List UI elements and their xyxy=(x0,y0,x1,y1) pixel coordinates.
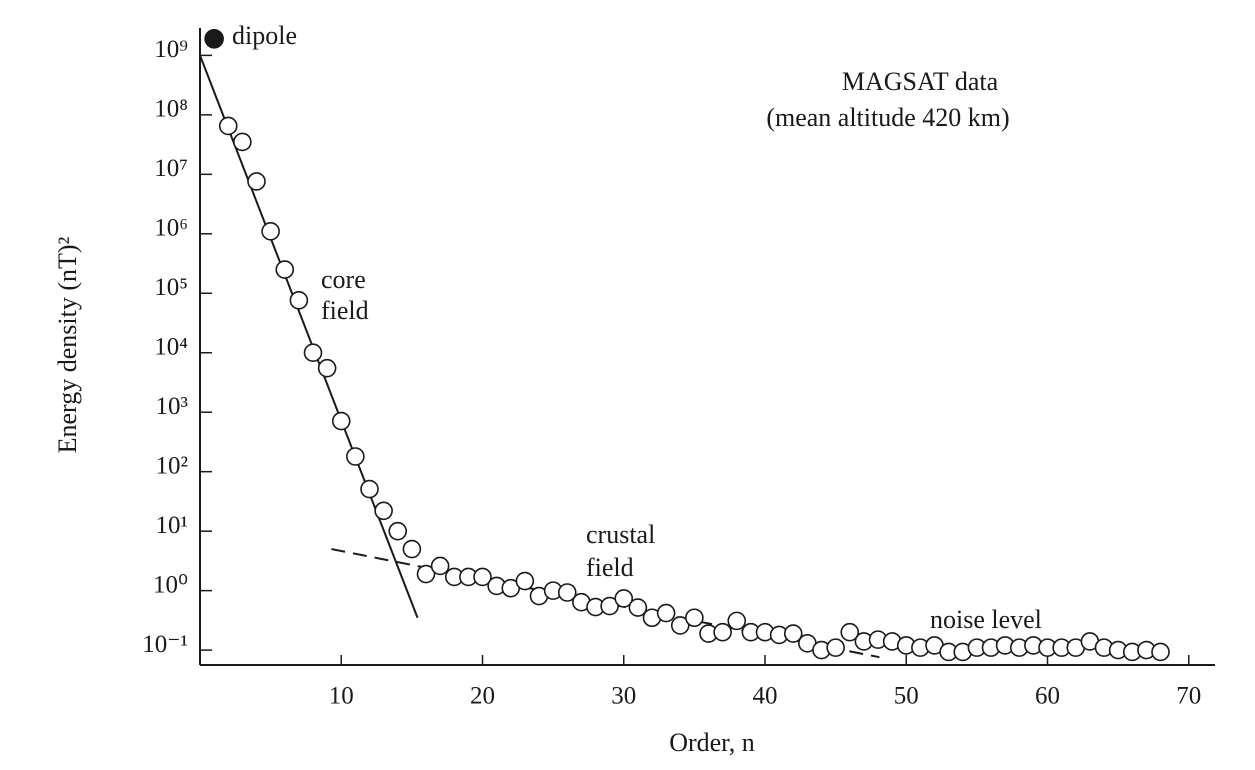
data-point xyxy=(430,556,450,576)
data-point xyxy=(727,611,747,631)
y-axis-label: Energy density (nT)² xyxy=(53,236,82,453)
data-point xyxy=(388,521,408,541)
annotation: field xyxy=(321,296,369,325)
data-point xyxy=(317,358,337,378)
fit-line xyxy=(199,55,419,619)
data-point xyxy=(670,616,690,635)
y-tick-label: 10² xyxy=(156,452,189,479)
data-point xyxy=(826,638,845,657)
x-tick-label: 40 xyxy=(753,683,778,710)
y-tick-label: 10⁷ xyxy=(154,155,188,182)
data-point xyxy=(218,116,238,136)
data-point xyxy=(374,501,393,521)
data-point xyxy=(1151,642,1170,662)
data-point xyxy=(515,571,535,591)
data-point xyxy=(600,596,619,616)
x-tick-label: 20 xyxy=(470,683,495,710)
annotation: (mean altitude 420 km) xyxy=(766,103,1009,132)
data-point xyxy=(416,564,436,584)
data-point xyxy=(275,260,295,279)
annotation: MAGSAT data xyxy=(842,67,999,96)
y-tick-label: 10³ xyxy=(156,393,189,420)
annotation: dipole xyxy=(232,21,297,50)
x-axis-label: Order, n xyxy=(669,728,755,757)
x-tick-label: 50 xyxy=(894,683,919,710)
data-point xyxy=(261,222,280,241)
y-tick-label: 10⁹ xyxy=(154,36,188,63)
data-point xyxy=(360,479,379,499)
data-point xyxy=(557,583,577,602)
data-point xyxy=(656,603,676,623)
y-tick-label: 10⁻¹ xyxy=(142,631,188,658)
x-tick-label: 10 xyxy=(329,683,354,710)
y-tick-label: 10¹ xyxy=(156,512,189,539)
x-tick-label: 30 xyxy=(611,683,636,710)
data-point xyxy=(473,567,492,587)
data-point xyxy=(289,291,309,310)
annotation: noise level xyxy=(930,605,1042,634)
annotation: core xyxy=(321,265,366,294)
data-point xyxy=(402,539,422,559)
y-tick-label: 10⁰ xyxy=(153,571,188,598)
data-point xyxy=(628,598,648,617)
y-tick-label: 10⁴ xyxy=(154,333,188,360)
y-tick-label: 10⁶ xyxy=(154,215,188,242)
data-point xyxy=(346,447,365,466)
y-tick-label: 10⁸ xyxy=(154,96,188,123)
data-point xyxy=(303,343,323,363)
annotation: field xyxy=(586,553,634,582)
data-point xyxy=(685,608,704,628)
data-point xyxy=(331,411,351,431)
y-tick-label: 10⁵ xyxy=(154,274,188,301)
x-tick-label: 70 xyxy=(1176,683,1201,710)
data-point xyxy=(713,622,732,642)
data-point xyxy=(233,132,252,152)
data-point xyxy=(204,28,224,49)
data-point xyxy=(783,624,803,643)
data-point xyxy=(247,172,266,191)
annotation: crustal xyxy=(586,520,655,549)
data-point xyxy=(840,622,860,642)
x-tick-label: 60 xyxy=(1035,683,1060,710)
data-point xyxy=(614,589,634,608)
